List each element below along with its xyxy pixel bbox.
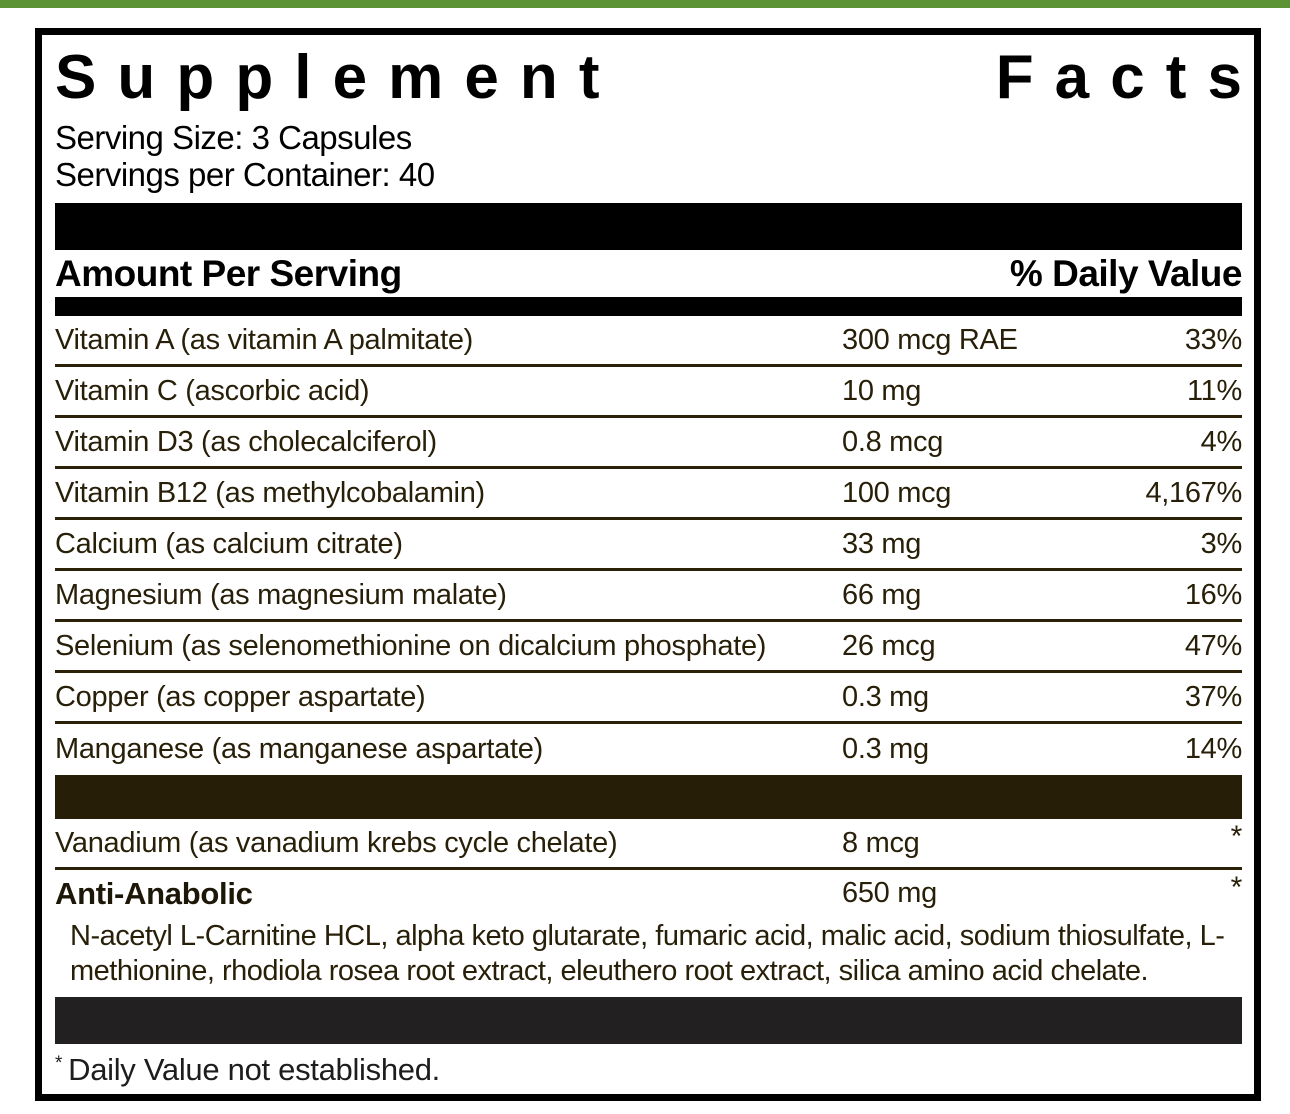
nutrient-daily-value: 37% — [1184, 680, 1242, 713]
table-row: Calcium (as calcium citrate) 33 mg 3% — [55, 520, 1242, 571]
daily-value-footnote: * Daily Value not established. — [55, 1052, 1242, 1088]
nutrient-amount: 0.3 mg — [842, 733, 929, 765]
header-daily-value: % Daily Value — [1009, 252, 1243, 294]
nutrient-amount: 26 mcg — [842, 629, 936, 662]
proprietary-blend: Anti-Anabolic 650 mg * N-acetyl L-Carnit… — [55, 870, 1242, 989]
nutrient-name: Copper (as copper aspartate) — [55, 680, 426, 713]
table-row: Magnesium (as magnesium malate) 66 mg 16… — [55, 571, 1242, 622]
table-row: Selenium (as selenomethionine on dicalci… — [55, 622, 1242, 673]
table-row: Anti-Anabolic 650 mg * — [55, 870, 1242, 917]
nutrient-daily-value: * — [1230, 820, 1243, 853]
table-row: Vitamin D3 (as cholecalciferol) 0.8 mcg … — [55, 418, 1242, 469]
nutrient-amount: 0.3 mg — [842, 680, 929, 713]
footnote-text: Daily Value not established. — [68, 1052, 440, 1087]
title-word-supplement: Supplement — [55, 43, 621, 112]
nutrient-amount: 100 mcg — [842, 476, 952, 509]
divider-bar-thin — [55, 297, 1242, 316]
blend-daily-value: * — [1230, 871, 1243, 904]
table-row: Vanadium (as vanadium krebs cycle chelat… — [55, 819, 1242, 870]
table-header: Amount Per Serving % Daily Value — [55, 250, 1243, 297]
nutrient-name: Vitamin A (as vitamin A palmitate) — [55, 323, 474, 356]
divider-bar-thick-middle — [55, 775, 1242, 819]
nutrient-daily-value: 47% — [1184, 629, 1242, 662]
blend-amount: 650 mg — [842, 877, 937, 909]
servings-per-container-line: Servings per Container: 40 — [55, 156, 435, 193]
table-row: Manganese (as manganese aspartate) 0.3 m… — [55, 724, 1242, 775]
nutrient-daily-value: 33% — [1184, 323, 1242, 356]
table-row: Vitamin C (ascorbic acid) 10 mg 11% — [55, 367, 1242, 418]
nutrient-daily-value: 14% — [1184, 733, 1242, 765]
table-row: Vitamin A (as vitamin A palmitate) 300 m… — [55, 316, 1242, 367]
nutrient-name: Vitamin C (ascorbic acid) — [55, 374, 370, 407]
nutrient-daily-value: 4% — [1200, 425, 1243, 458]
nutrient-name: Vitamin D3 (as cholecalciferol) — [55, 425, 437, 458]
nutrient-amount: 0.8 mcg — [842, 425, 944, 458]
panel-title: Supplement Facts — [55, 45, 1242, 113]
supplement-facts-panel: Supplement Facts Serving Size: 3 Capsule… — [35, 28, 1261, 1101]
nutrient-amount: 33 mg — [842, 527, 922, 560]
table-row: Vitamin B12 (as methylcobalamin) 100 mcg… — [55, 469, 1242, 520]
nutrient-daily-value: 3% — [1200, 527, 1243, 560]
nutrient-name: Calcium (as calcium citrate) — [55, 527, 403, 560]
nutrient-amount: 66 mg — [842, 578, 922, 611]
nutrient-name: Magnesium (as magnesium malate) — [55, 578, 507, 611]
nutrient-daily-value: 11% — [1187, 374, 1242, 407]
blend-ingredients: N-acetyl L-Carnitine HCL, alpha keto glu… — [70, 920, 1225, 987]
divider-bar-thick-bottom — [55, 997, 1242, 1044]
nutrient-amount: 10 mg — [842, 374, 922, 407]
nutrient-name: Manganese (as manganese aspartate) — [55, 733, 543, 765]
nutrient-daily-value: 16% — [1184, 578, 1242, 611]
title-word-facts: Facts — [995, 43, 1264, 112]
nutrient-amount: 300 mcg RAE — [842, 323, 1018, 356]
nutrient-amount: 8 mcg — [842, 826, 920, 859]
nutrient-name: Selenium (as selenomethionine on dicalci… — [55, 629, 767, 662]
footnote-asterisk: * — [55, 1052, 63, 1074]
blend-name: Anti-Anabolic — [55, 875, 253, 911]
table-row: Copper (as copper aspartate) 0.3 mg 37% — [55, 673, 1242, 724]
serving-size-line: Serving Size: 3 Capsules — [55, 119, 412, 156]
nutrient-daily-value: 4,167% — [1145, 476, 1242, 509]
nutrient-name: Vitamin B12 (as methylcobalamin) — [55, 476, 485, 509]
divider-bar-thick-top — [55, 203, 1242, 250]
nutrient-name: Vanadium (as vanadium krebs cycle chelat… — [55, 826, 618, 859]
header-amount-per-serving: Amount Per Serving — [55, 252, 402, 294]
top-accent-bar — [0, 0, 1290, 8]
serving-info: Serving Size: 3 Capsules Servings per Co… — [55, 119, 1242, 193]
nutrient-table: Vitamin A (as vitamin A palmitate) 300 m… — [55, 316, 1242, 775]
